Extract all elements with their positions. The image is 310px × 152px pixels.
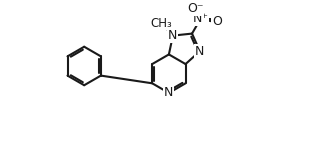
Text: N⁺: N⁺ (193, 12, 209, 25)
Text: O⁻: O⁻ (187, 2, 203, 15)
Text: N: N (168, 29, 178, 42)
Text: N: N (195, 45, 205, 58)
Text: CH₃: CH₃ (151, 17, 172, 29)
Text: O: O (212, 15, 222, 28)
Text: N: N (164, 86, 174, 99)
